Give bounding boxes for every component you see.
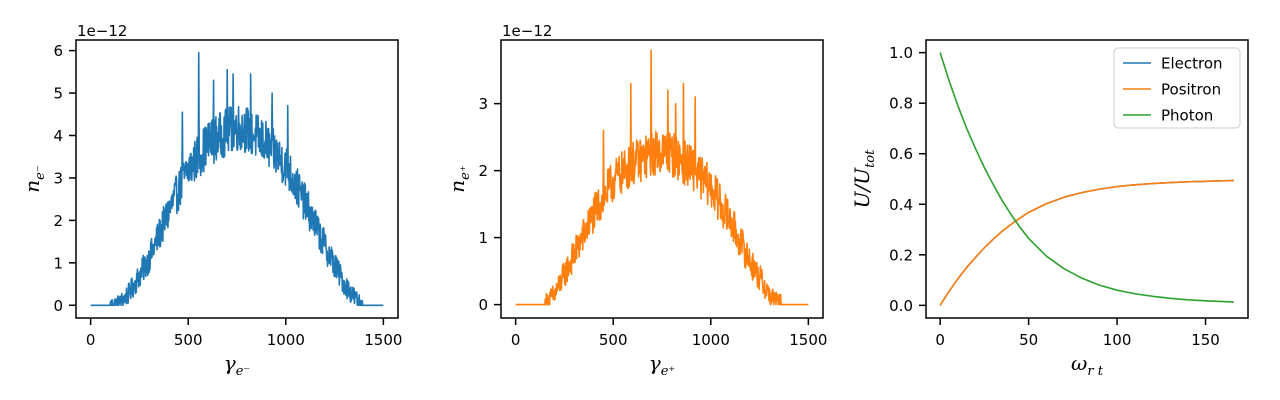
subplot-3: 0 50 100 150 0.0 0.2 0.4 0.6 0.8 1.0 ωr t U/Utot Ele… [850,39,1249,379]
axes-frame [500,39,824,319]
axes-frame [75,39,399,319]
x-tick-label: 0 [935,331,945,349]
legend-label-electron: Electron [1161,55,1223,73]
y-tick-label: 6 [53,42,63,60]
x-axis-label: ωr t [1071,351,1104,379]
series-line-1 [90,51,384,307]
y-tick-label: 0.8 [889,95,913,113]
legend-label-photon: Photon [1161,107,1213,125]
x-axis-label: γe⁻ [224,351,251,379]
y-tick-label: 3 [478,95,488,113]
y-tick-label: 0.2 [889,246,913,264]
x-tick-label: 0 [86,331,96,349]
series-line-1 [515,49,809,306]
y-axis-label: U/Utot [850,149,878,209]
x-tick-label: 1500 [789,331,827,349]
y-tick-label: 1 [53,254,63,272]
subplot-2: 0 500 1000 1500 0 1 2 3 1e−12 γe⁺ ne⁺ [445,22,827,379]
y-offset-label: 1e−12 [77,22,127,40]
x-tick-label: 150 [1191,331,1220,349]
x-tick-label: 50 [1019,331,1038,349]
x-tick-label: 100 [1103,331,1132,349]
y-tick-label: 0 [478,296,488,314]
y-tick-label: 3 [53,169,63,187]
y-tick-label: 0.0 [889,297,913,315]
x-axis-label: γe⁺ [649,351,676,379]
y-tick-label: 0.4 [889,196,913,214]
y-tick-label: 1 [478,229,488,247]
x-tick-label: 1500 [364,331,402,349]
y-tick-label: 4 [53,127,63,145]
x-tick-label: 500 [174,331,203,349]
legend-label-positron: Positron [1161,81,1221,99]
x-tick-label: 500 [599,331,628,349]
axes-frame [925,39,1249,319]
y-axis-label: ne⁻ [20,165,48,192]
y-offset-label: 1e−12 [502,22,552,40]
y-tick-label: 2 [478,162,488,180]
subplot-1: 0 500 1000 1500 0 1 2 3 4 5 6 1e−12 γe⁻ ne⁻ [20,22,402,379]
y-axis-label: ne⁺ [445,165,473,192]
x-tick-label: 1000 [692,331,730,349]
y-tick-label: 2 [53,212,63,230]
x-tick-label: 0 [511,331,521,349]
y-tick-label: 0 [53,297,63,315]
series-line-photon [939,52,1234,303]
series-line-positron [939,179,1234,306]
legend: Electron Positron Photon [1113,47,1241,129]
y-tick-label: 1.0 [889,44,913,62]
x-tick-label: 1000 [267,331,305,349]
legend-box [1113,47,1241,129]
y-tick-label: 0.6 [889,145,913,163]
y-tick-label: 5 [53,85,63,103]
series-line-electron [939,179,1234,306]
